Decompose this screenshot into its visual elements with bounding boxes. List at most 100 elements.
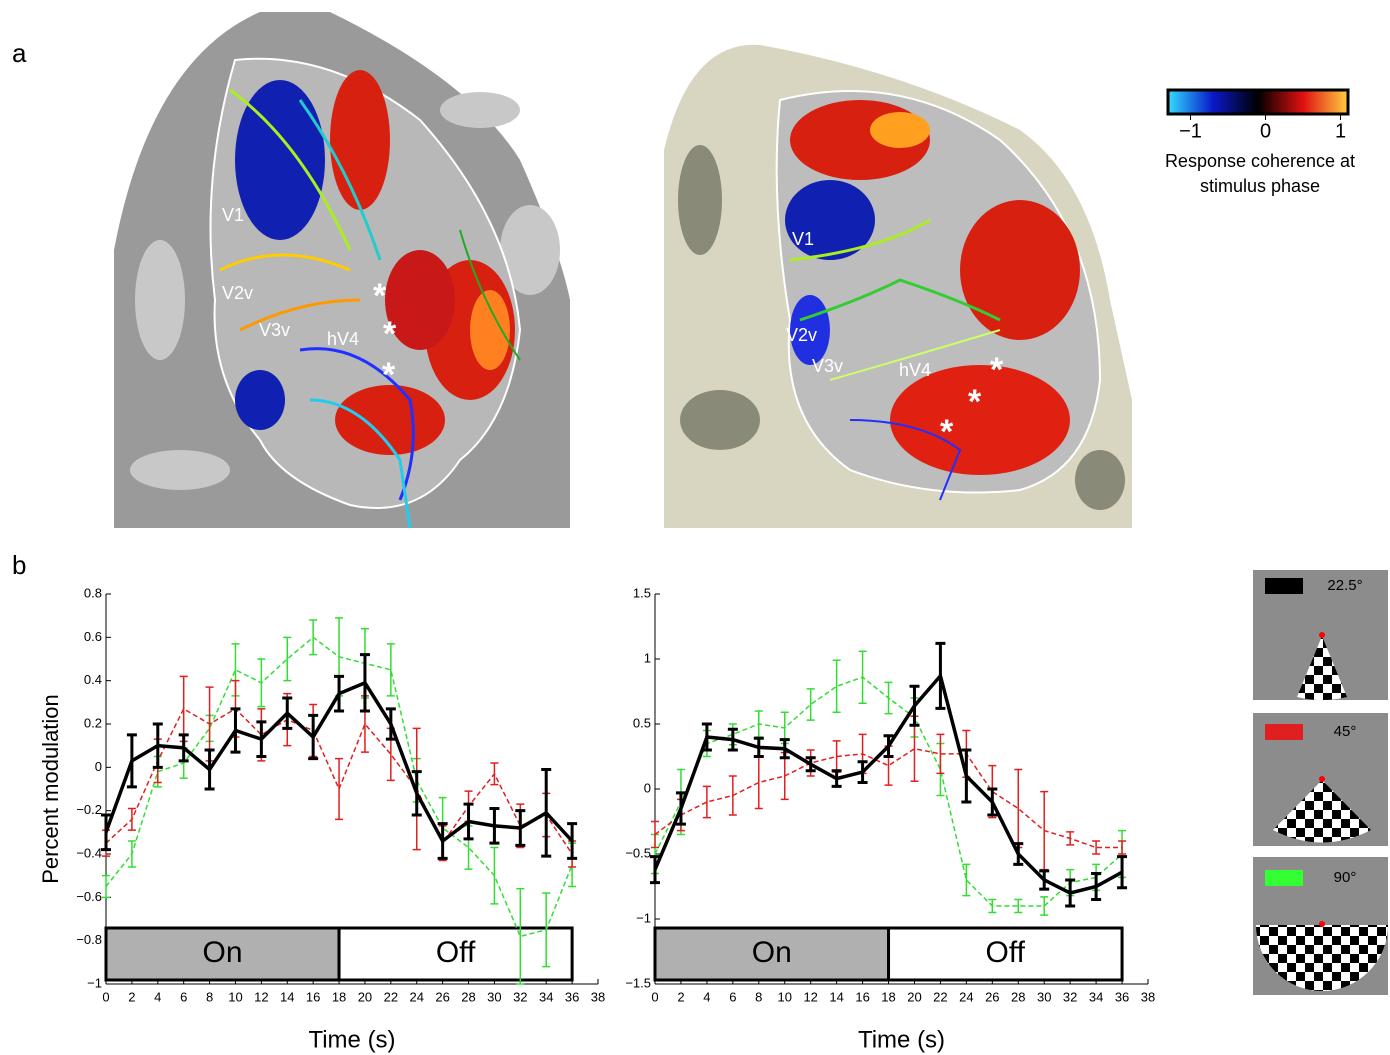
- x-tick-label: 20: [907, 989, 921, 1004]
- y-tick-label: 0.4: [84, 672, 102, 687]
- marker-label: *: [990, 351, 1004, 389]
- x-tick-label: 36: [1115, 989, 1129, 1004]
- y-tick-label: 1.5: [633, 585, 651, 600]
- colorbar-caption: Response coherence at: [1165, 151, 1355, 171]
- error-bar: [755, 757, 763, 809]
- x-tick-label: 18: [332, 989, 346, 1004]
- y-tick-label: −0.8: [76, 932, 102, 947]
- y-tick-label: 1: [644, 650, 651, 665]
- x-axis-label: Time (s): [308, 1026, 395, 1053]
- legend: 22.5° 45° 90°: [1253, 570, 1388, 995]
- error-bar: [909, 686, 919, 725]
- error-bar: [807, 689, 815, 720]
- x-tick-label: 6: [729, 989, 736, 1004]
- x-axis-label: Time (s): [858, 1026, 945, 1053]
- error-bar: [1066, 832, 1074, 845]
- x-tick-label: 30: [487, 989, 501, 1004]
- area-label: V3v: [259, 320, 290, 340]
- x-tick-label: 38: [1141, 989, 1155, 1004]
- x-tick-label: 24: [410, 989, 424, 1004]
- y-tick-label: 0.2: [84, 715, 102, 730]
- error-bar: [1040, 792, 1048, 870]
- x-tick-label: 32: [513, 989, 527, 1004]
- error-bar: [308, 715, 318, 758]
- legend-label: 90°: [1334, 869, 1357, 886]
- y-tick-label: 0: [644, 780, 651, 795]
- fixation-dot: [1319, 921, 1325, 927]
- legend-swatch: [1265, 870, 1303, 886]
- error-bar: [257, 659, 265, 707]
- x-tick-label: 2: [128, 989, 135, 1004]
- error-bar: [885, 682, 893, 713]
- colorbar-gradient: [1168, 90, 1348, 114]
- error-bar: [180, 676, 188, 741]
- error-bar: [1014, 770, 1022, 848]
- x-tick-label: 10: [228, 989, 242, 1004]
- x-tick-label: 26: [985, 989, 999, 1004]
- error-bar: [102, 876, 110, 898]
- error-bar: [309, 620, 317, 655]
- x-tick-label: 2: [677, 989, 684, 1004]
- x-tick-label: 8: [206, 989, 213, 1004]
- y-tick-label: −1: [87, 975, 102, 990]
- area-label: V3v: [812, 356, 843, 376]
- figure: a b V1 V2v V3v hV4 * * *: [0, 0, 1390, 1055]
- area-label: V2v: [222, 283, 253, 303]
- marker-label: *: [373, 277, 387, 315]
- y-tick-label: 0.5: [633, 715, 651, 730]
- y-tick-label: −0.4: [76, 845, 102, 860]
- y-axis-label: Percent modulation: [38, 694, 63, 884]
- brain-map: V1 V2v V3v hV4 * * *: [664, 45, 1132, 528]
- x-tick-label: 36: [565, 989, 579, 1004]
- x-tick-label: 32: [1063, 989, 1077, 1004]
- legend-label: 45°: [1334, 723, 1357, 740]
- error-bar: [335, 759, 343, 820]
- y-tick-label: 0.6: [84, 629, 102, 644]
- x-tick-label: 26: [435, 989, 449, 1004]
- x-tick-label: 14: [829, 989, 843, 1004]
- error-bar: [859, 651, 867, 703]
- error-bar: [833, 660, 841, 712]
- error-bar: [283, 637, 291, 680]
- error-bar: [490, 763, 498, 785]
- y-tick-label: −0.5: [625, 845, 651, 860]
- colorbar-tick-label: −1: [1179, 120, 1202, 142]
- area-label: hV4: [327, 329, 359, 349]
- marker-label: *: [940, 413, 954, 451]
- colorbar-tick-label: 1: [1335, 120, 1346, 142]
- colorbar-tick-label: 0: [1260, 120, 1271, 142]
- x-tick-label: 22: [384, 989, 398, 1004]
- panel-label: b: [12, 550, 26, 580]
- x-tick-label: 16: [855, 989, 869, 1004]
- y-tick-label: 0.8: [84, 585, 102, 600]
- x-tick-label: 34: [539, 989, 553, 1004]
- x-tick-label: 28: [461, 989, 475, 1004]
- phase-label: On: [203, 936, 243, 969]
- error-bar: [988, 900, 996, 913]
- x-tick-label: 6: [180, 989, 187, 1004]
- area-label: V2v: [786, 325, 817, 345]
- x-tick-label: 30: [1037, 989, 1051, 1004]
- y-tick-label: −1.5: [625, 975, 651, 990]
- error-bar: [1040, 897, 1048, 915]
- fixation-dot: [1319, 632, 1325, 638]
- x-tick-label: 38: [591, 989, 605, 1004]
- y-tick-label: 0: [95, 759, 102, 774]
- y-tick-label: −0.6: [76, 889, 102, 904]
- x-tick-label: 24: [959, 989, 973, 1004]
- x-tick-label: 16: [306, 989, 320, 1004]
- brain-map: V1 V2v V3v hV4 * * *: [114, 12, 570, 528]
- line-chart: −1−0.8−0.6−0.4−0.200.20.40.60.8024681012…: [38, 585, 605, 1053]
- x-tick-label: 10: [778, 989, 792, 1004]
- phase-label: Off: [986, 936, 1026, 969]
- x-tick-label: 28: [1011, 989, 1025, 1004]
- error-bar: [541, 770, 551, 857]
- x-tick-label: 0: [102, 989, 109, 1004]
- phase-label: On: [752, 936, 792, 969]
- error-bar: [282, 698, 292, 728]
- x-tick-label: 0: [651, 989, 658, 1004]
- x-tick-label: 18: [881, 989, 895, 1004]
- legend-swatch: [1265, 578, 1303, 594]
- phase-label: Off: [436, 936, 476, 969]
- area-label: V1: [792, 229, 814, 249]
